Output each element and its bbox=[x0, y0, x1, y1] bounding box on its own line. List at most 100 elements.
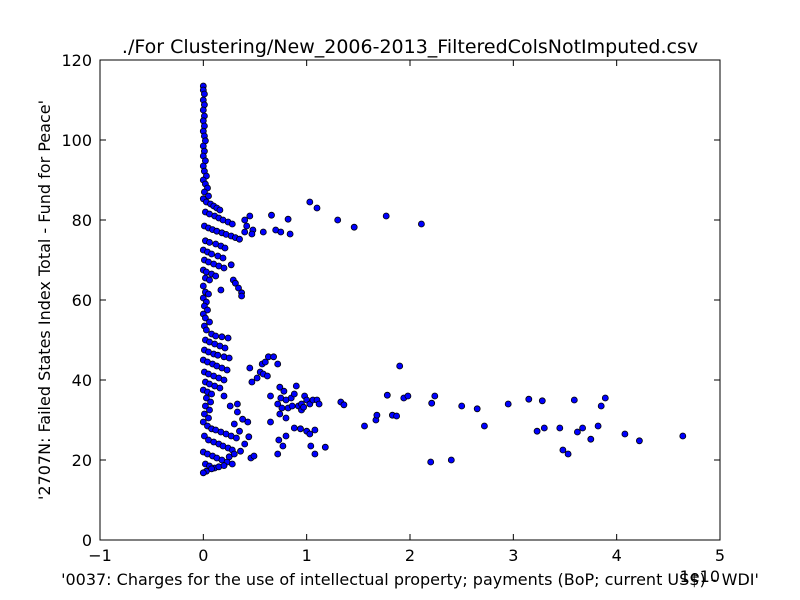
data-point bbox=[205, 290, 212, 298]
data-point bbox=[282, 432, 290, 440]
x-axis-ticks: −1 0 1 2 3 4 5 bbox=[88, 60, 725, 565]
data-point bbox=[268, 211, 275, 219]
data-point bbox=[243, 222, 251, 230]
data-point bbox=[570, 396, 578, 404]
y-tick-label: 80 bbox=[72, 211, 92, 230]
data-point bbox=[206, 318, 213, 326]
data-point bbox=[231, 279, 239, 287]
data-point bbox=[201, 314, 209, 322]
x-tick-label: 3 bbox=[508, 546, 518, 565]
data-point bbox=[221, 344, 229, 352]
data-point bbox=[205, 414, 212, 422]
y-tick-label: 60 bbox=[72, 291, 92, 310]
data-point bbox=[473, 405, 481, 413]
data-point bbox=[228, 220, 236, 228]
data-point bbox=[199, 106, 207, 114]
x-tick-label: 1 bbox=[302, 546, 312, 565]
data-point bbox=[216, 206, 224, 214]
data-point bbox=[382, 212, 390, 220]
data-point bbox=[447, 456, 455, 464]
data-point bbox=[564, 450, 572, 458]
data-point bbox=[290, 390, 298, 398]
data-point bbox=[306, 430, 314, 438]
data-point bbox=[208, 390, 216, 398]
y-tick-label: 40 bbox=[72, 371, 92, 390]
data-point bbox=[340, 401, 348, 409]
data-point bbox=[458, 402, 466, 410]
data-point bbox=[245, 433, 253, 441]
data-point bbox=[274, 400, 282, 408]
data-point bbox=[276, 383, 284, 391]
data-point bbox=[597, 402, 605, 410]
data-point bbox=[204, 306, 211, 314]
data-point bbox=[246, 364, 254, 372]
data-point bbox=[217, 286, 225, 294]
data-point bbox=[417, 220, 425, 228]
data-point bbox=[297, 425, 304, 433]
data-point bbox=[221, 244, 229, 252]
data-point bbox=[540, 424, 548, 432]
data-point bbox=[679, 432, 687, 440]
data-point bbox=[350, 223, 358, 231]
data-point bbox=[225, 453, 233, 461]
data-point bbox=[246, 212, 254, 220]
data-point bbox=[219, 254, 227, 262]
x-axis-label: '0037: Charges for the use of intellectu… bbox=[61, 570, 759, 589]
data-point bbox=[236, 235, 243, 243]
data-point bbox=[393, 412, 401, 420]
data-point bbox=[267, 392, 274, 400]
data-point bbox=[284, 215, 292, 223]
data-point bbox=[206, 276, 213, 284]
x-axis-offset-label: 1e10 bbox=[680, 567, 720, 586]
data-point bbox=[250, 452, 258, 460]
data-point bbox=[207, 398, 215, 406]
data-point bbox=[404, 392, 412, 400]
data-point bbox=[276, 410, 284, 418]
data-point bbox=[232, 434, 240, 442]
y-axis-label: '2707N: Failed States Index Total - Fund… bbox=[35, 100, 54, 500]
data-point bbox=[636, 437, 643, 445]
data-point bbox=[236, 427, 243, 435]
data-point bbox=[220, 376, 228, 384]
data-point bbox=[206, 238, 213, 246]
data-point bbox=[227, 261, 235, 269]
data-point bbox=[220, 392, 228, 400]
data-point bbox=[208, 250, 216, 258]
data-point bbox=[214, 351, 222, 359]
plot-background bbox=[100, 60, 720, 540]
data-point bbox=[237, 447, 244, 455]
data-point bbox=[286, 230, 294, 238]
data-point bbox=[263, 372, 271, 380]
data-point bbox=[621, 430, 629, 438]
data-point bbox=[241, 216, 249, 224]
data-point bbox=[216, 384, 224, 392]
data-point bbox=[290, 424, 298, 432]
data-point bbox=[311, 450, 319, 458]
y-tick-label: 20 bbox=[72, 451, 92, 470]
data-point bbox=[538, 397, 546, 405]
data-point bbox=[556, 424, 564, 432]
data-point bbox=[315, 400, 323, 408]
data-point bbox=[282, 414, 290, 422]
data-point bbox=[428, 399, 436, 407]
data-point bbox=[200, 90, 208, 98]
data-point bbox=[292, 382, 300, 390]
data-point bbox=[261, 358, 269, 366]
data-point bbox=[205, 192, 212, 200]
data-point bbox=[218, 333, 226, 341]
data-point bbox=[525, 395, 533, 403]
data-point bbox=[238, 292, 246, 300]
data-point bbox=[579, 424, 586, 432]
scatter-points bbox=[199, 82, 687, 477]
x-tick-label: −1 bbox=[88, 546, 112, 565]
y-tick-label: 120 bbox=[61, 51, 92, 70]
data-point bbox=[199, 418, 207, 426]
data-point bbox=[199, 282, 207, 290]
data-point bbox=[241, 440, 249, 448]
data-point bbox=[313, 204, 321, 212]
data-point bbox=[574, 428, 581, 436]
data-point bbox=[200, 410, 208, 418]
y-tick-label: 0 bbox=[82, 531, 92, 550]
data-point bbox=[212, 272, 220, 280]
